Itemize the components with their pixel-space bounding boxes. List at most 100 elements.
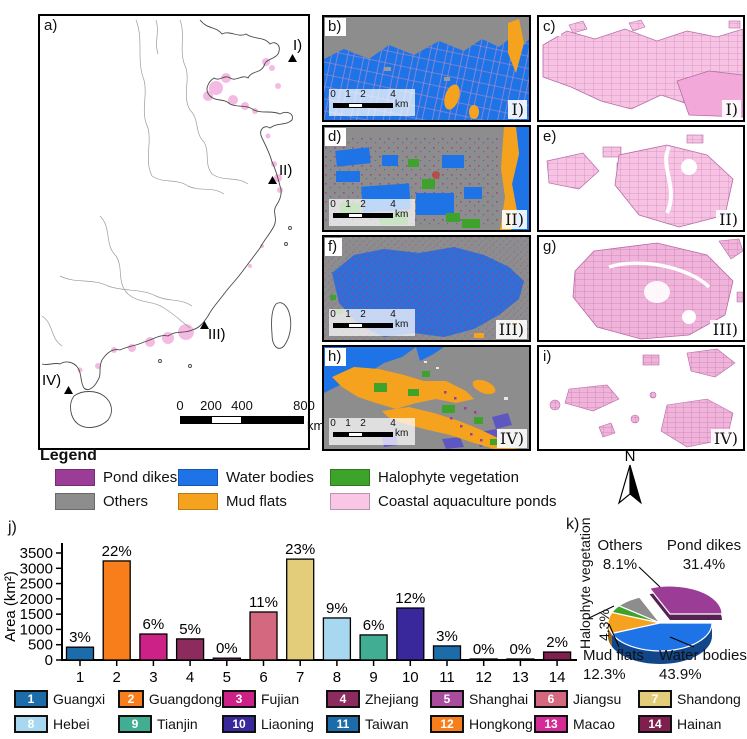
panel-h-classification-IV: h) [322, 345, 531, 451]
x-tick-label: 4 [186, 669, 194, 686]
site-tag: II) [502, 210, 527, 229]
scalebar-unit: km [395, 209, 409, 220]
province-name: Taiwan [365, 715, 409, 732]
province-name: Guangxi [53, 690, 106, 707]
scalebar-tick: 0 [330, 418, 336, 429]
scalebar-tick: 4 [390, 309, 396, 320]
legend-item-halophyte-vegetation: Halophyte vegetation [330, 468, 556, 486]
legend-label: Water bodies [226, 468, 314, 486]
province-borders [41, 19, 249, 347]
scalebar-unit: km [395, 99, 409, 110]
x-tick-label: 5 [223, 669, 231, 686]
bar-10 [396, 607, 425, 661]
scalebar-tick: 2 [360, 418, 366, 429]
scalebar-unit: km [307, 418, 325, 433]
province-number-swatch: 1 [14, 689, 48, 708]
scalebar-tick: 800 [293, 398, 315, 413]
province-item-macao: 13 Macao [534, 713, 638, 734]
bar-percent-label: 22% [102, 543, 132, 560]
y-tick-label: 3000 [20, 560, 53, 577]
svg-text:II): II) [279, 162, 292, 179]
marker-IV [64, 386, 73, 394]
scalebar-tick: 4 [390, 89, 396, 100]
bar-12 [469, 658, 498, 661]
legend-swatch [55, 492, 95, 510]
scalebar-tick: 1 [345, 418, 351, 429]
legend-item-others: Others [55, 492, 178, 510]
legend-label: Pond dikes [103, 468, 178, 486]
panel-f-label: f) [325, 238, 343, 256]
site-marker-labels: I) II) III) IV) [42, 37, 302, 389]
x-tick-label: 12 [475, 669, 492, 686]
legend-swatch [178, 468, 218, 486]
legend-item-water-bodies: Water bodies [178, 468, 330, 486]
province-legend: 1 Guangxi 2 Guangdong 3 Fujian 4 Zhejiang 5 Shang… [14, 688, 744, 734]
pie-slice-pond-dikes [648, 585, 723, 615]
bar-9 [359, 634, 388, 661]
x-tick-label: 6 [259, 669, 267, 686]
province-name: Tianjin [157, 715, 198, 732]
province-number-swatch: 12 [430, 714, 464, 733]
panel-a-overview-map: a) [38, 14, 324, 450]
province-number-swatch: 10 [222, 714, 256, 733]
province-item-hongkong: 12 Hongkong [430, 713, 534, 734]
bar-percent-label: 9% [326, 600, 348, 617]
scalebar-tick: 2 [360, 89, 366, 100]
y-tick-label: 500 [28, 637, 53, 654]
scalebar-tick: 4 [390, 199, 396, 210]
scalebar-tick: 200 [200, 398, 222, 413]
bar-chart: Area (km²)050010001500200025003000350013… [2, 541, 577, 686]
panel-a-label: a) [41, 17, 63, 35]
legend-item-mud-flats: Mud flats [178, 492, 330, 510]
province-number-swatch: 5 [430, 689, 464, 708]
ponds-map-art [572, 238, 743, 340]
class-legend-items: Pond dikes Water bodies Halophyte vegetati… [55, 468, 556, 510]
pie-label-pond-dikes: Pond dikes 31.4% [666, 537, 742, 573]
x-tick-label: 11 [439, 669, 455, 686]
scalebar-tick: 1 [345, 89, 351, 100]
province-item-liaoning: 10 Liaoning [222, 713, 326, 734]
province-name: Shandong [677, 690, 741, 707]
legend-item-coastal-aquaculture-ponds: Coastal aquaculture ponds [330, 492, 556, 510]
panel-h-label: h) [325, 348, 347, 366]
bar-13 [506, 658, 535, 661]
province-number-swatch: 8 [14, 714, 48, 733]
bar-11 [432, 645, 462, 661]
panel-b-classification-I: b) 0 1 2 4 km [322, 15, 531, 122]
province-name: Macao [573, 715, 616, 732]
ponds-map-art [546, 134, 734, 228]
legend-swatch [178, 492, 218, 510]
province-name: Hebei [53, 715, 90, 732]
x-tick-label: 3 [149, 669, 157, 686]
province-item-guangxi: 1 Guangxi [14, 688, 118, 709]
scalebar: 0 1 2 4 km [329, 418, 415, 445]
province-number-swatch: 11 [326, 714, 360, 733]
svg-text:III): III) [208, 326, 226, 343]
bar-2 [102, 560, 131, 661]
bar-chart-panel-label: j) [8, 519, 17, 536]
province-name: Fujian [261, 690, 300, 707]
province-item-shandong: 7 Shandong [638, 688, 742, 709]
classification-map-art [324, 347, 529, 449]
legend-swatch [55, 468, 95, 486]
scalebar-tick: 4 [390, 418, 396, 429]
marker-II [268, 176, 277, 184]
panel-e-ponds-II: e) II) [537, 125, 745, 232]
province-item-fujian: 3 Fujian [222, 688, 326, 709]
scalebar-tick: 2 [360, 309, 366, 320]
x-tick-label: 8 [333, 669, 341, 686]
bar-percent-label: 0% [473, 641, 495, 658]
aquaculture-patches [77, 58, 283, 373]
legend-title: Legend [40, 447, 97, 464]
province-number-swatch: 2 [118, 689, 144, 708]
ponds-map-art [542, 19, 743, 118]
pie-wall [611, 623, 712, 664]
scalebar-overview: 0 200 400 800 km [176, 398, 324, 438]
legend-label: Others [103, 492, 149, 510]
scalebar-tick: 400 [231, 398, 253, 413]
bar-7 [286, 558, 315, 661]
panel-g-ponds-III: g) III) [537, 235, 745, 342]
pie-label-others: Others 8.1% [597, 537, 643, 573]
panel-c-ponds-I: c) I) [537, 15, 745, 122]
classification-map-art [324, 237, 529, 340]
